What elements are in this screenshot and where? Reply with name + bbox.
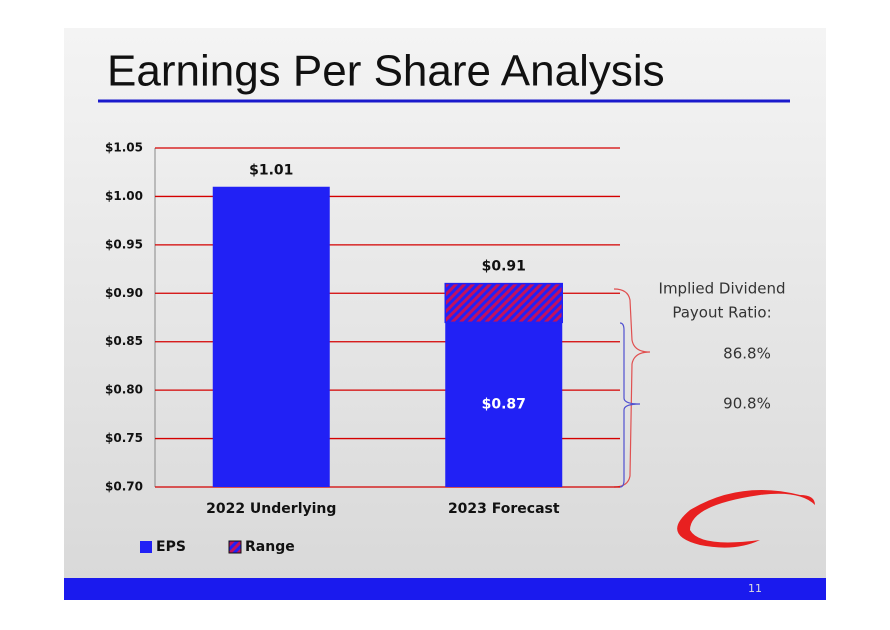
- value-label: $0.87: [482, 397, 526, 413]
- blue-brace: [619, 322, 641, 488]
- legend-label: Range: [245, 539, 295, 555]
- value-label: $1.01: [249, 163, 293, 179]
- y-tick-label: $1.05: [105, 141, 143, 155]
- range-bar: [444, 282, 563, 324]
- y-tick-label: $0.70: [105, 480, 143, 494]
- x-tick-label: 2023 Forecast: [448, 501, 560, 517]
- value-label: $0.91: [482, 259, 526, 275]
- annotation: Payout Ratio:: [672, 304, 771, 322]
- footer-bar: [64, 578, 826, 600]
- legend-swatch: [228, 540, 242, 554]
- y-tick-label: $0.85: [105, 334, 143, 348]
- x-tick-label: 2022 Underlying: [206, 501, 336, 517]
- annotation: Implied Dividend: [659, 280, 786, 298]
- page-number: 11: [748, 582, 762, 595]
- legend-swatch: [140, 541, 152, 553]
- bar: [445, 322, 563, 487]
- legend-label: EPS: [156, 539, 186, 555]
- slide-title: Earnings Per Share Analysis: [107, 47, 665, 96]
- bar: [212, 186, 330, 487]
- payout-ratio: 90.8%: [723, 395, 771, 413]
- red-brace: [613, 288, 651, 488]
- y-tick-label: $1.00: [105, 189, 143, 203]
- y-tick-label: $0.75: [105, 431, 143, 445]
- y-tick-label: $0.95: [105, 237, 143, 251]
- payout-ratio: 86.8%: [723, 345, 771, 363]
- y-tick-label: $0.90: [105, 286, 143, 300]
- y-tick-label: $0.80: [105, 383, 143, 397]
- logo-swoosh: [677, 490, 815, 548]
